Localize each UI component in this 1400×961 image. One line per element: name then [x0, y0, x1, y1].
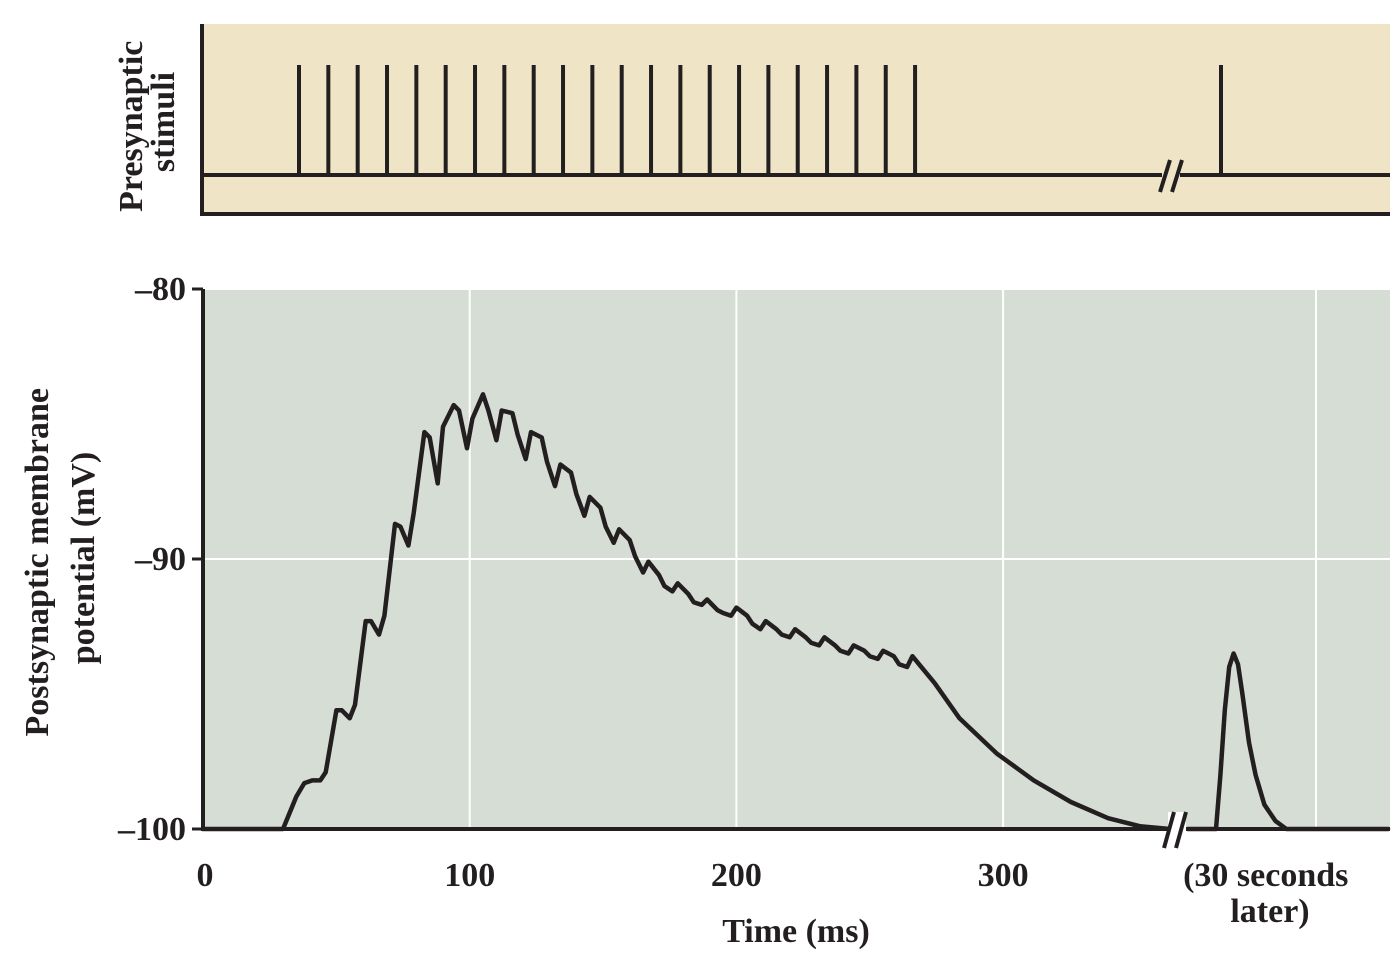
postsynaptic-ylabel: Postsynaptic membrane potential (mV): [19, 380, 102, 737]
stimulus-break-mark: [1170, 159, 1184, 193]
axis-break-marks: [1162, 811, 1188, 849]
axis-break-mark: [1162, 811, 1176, 849]
presynaptic-ylabel-line1: Presynaptic: [113, 41, 150, 212]
presynaptic-stimuli-trace: [202, 65, 1390, 193]
postsynaptic-ylabel-line2: potential (mV): [65, 452, 102, 664]
y-tick-label: –90: [134, 541, 186, 578]
postsynaptic-panel: –80 –90 –100 0 100 200 300 Postsynaptic membr…: [19, 271, 1391, 950]
y-tick-label: –80: [134, 271, 186, 308]
membrane-trace: [200, 392, 1173, 832]
x-axis-label: Time (ms): [722, 913, 870, 950]
stimulus-break-mark: [1158, 159, 1172, 193]
axis-break-mark: [1174, 811, 1188, 849]
x-tick-label: 200: [711, 857, 762, 894]
x-ticks: 0 100 200 300: [197, 857, 1029, 894]
postsynaptic-ylabel-line1: Postsynaptic membrane: [19, 388, 56, 736]
after-break-label-line2: later): [1230, 893, 1309, 930]
presynaptic-panel: Presynaptic stimuli: [113, 24, 1390, 216]
after-break-label-line1: (30 seconds: [1183, 857, 1348, 894]
after-break-label: (30 seconds later): [1183, 857, 1357, 930]
y-tick-label: –100: [117, 811, 186, 848]
y-ticks: –80 –90 –100: [117, 271, 203, 848]
membrane-trace-after-break: [1185, 651, 1391, 832]
membrane-potential-trace: [200, 392, 1391, 832]
presynaptic-ylabel-line2: stimuli: [145, 72, 182, 172]
x-tick-label: 300: [978, 857, 1029, 894]
x-tick-label: 100: [444, 857, 495, 894]
presynaptic-ylabel: Presynaptic stimuli: [113, 32, 182, 212]
x-tick-label: 0: [197, 857, 214, 894]
gridlines: [203, 288, 1390, 829]
